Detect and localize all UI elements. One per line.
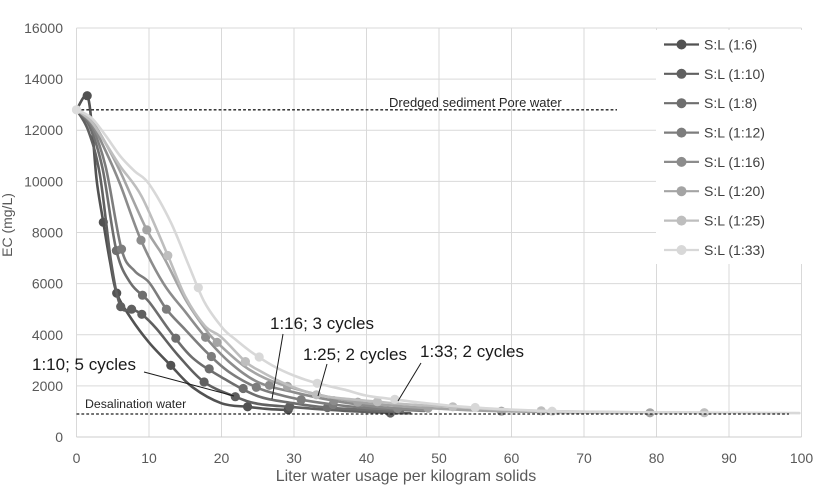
svg-text:S:L (1:20): S:L (1:20) xyxy=(704,183,765,199)
svg-text:1:25; 2 cycles: 1:25; 2 cycles xyxy=(303,345,407,364)
svg-text:S:L (1:12): S:L (1:12) xyxy=(704,125,765,141)
svg-text:S:L (1:10): S:L (1:10) xyxy=(704,66,765,82)
svg-text:60: 60 xyxy=(504,450,520,466)
svg-text:1:33; 2 cycles: 1:33; 2 cycles xyxy=(420,342,524,361)
svg-text:S:L (1:16): S:L (1:16) xyxy=(704,154,765,170)
svg-text:12000: 12000 xyxy=(24,122,63,138)
svg-text:1:16; 3 cycles: 1:16; 3 cycles xyxy=(270,314,374,333)
svg-text:20: 20 xyxy=(214,450,230,466)
svg-text:16000: 16000 xyxy=(24,20,63,36)
svg-text:80: 80 xyxy=(649,450,665,466)
svg-text:Desalination water: Desalination water xyxy=(85,397,186,411)
svg-text:6000: 6000 xyxy=(32,276,63,292)
svg-text:10000: 10000 xyxy=(24,173,63,189)
svg-text:0: 0 xyxy=(55,429,63,445)
svg-text:40: 40 xyxy=(359,450,375,466)
svg-text:0: 0 xyxy=(73,450,81,466)
svg-text:2000: 2000 xyxy=(32,378,63,394)
svg-text:50: 50 xyxy=(431,450,447,466)
svg-text:Dredged sediment Pore water: Dredged sediment Pore water xyxy=(389,95,562,110)
svg-text:S:L (1:25): S:L (1:25) xyxy=(704,213,765,229)
svg-text:100: 100 xyxy=(790,450,814,466)
svg-text:S:L (1:8): S:L (1:8) xyxy=(704,95,757,111)
svg-text:1:10; 5 cycles: 1:10; 5 cycles xyxy=(32,355,136,374)
svg-text:10: 10 xyxy=(141,450,157,466)
svg-text:70: 70 xyxy=(576,450,592,466)
svg-text:S:L (1:33): S:L (1:33) xyxy=(704,242,765,258)
svg-text:EC (mg/L): EC (mg/L) xyxy=(0,193,15,257)
svg-text:4000: 4000 xyxy=(32,327,63,343)
svg-text:Liter water usage per kilogram: Liter water usage per kilogram solids xyxy=(276,468,537,485)
svg-text:30: 30 xyxy=(286,450,302,466)
svg-text:14000: 14000 xyxy=(24,71,63,87)
svg-text:90: 90 xyxy=(721,450,737,466)
svg-text:8000: 8000 xyxy=(32,225,63,241)
svg-text:S:L (1:6): S:L (1:6) xyxy=(704,37,757,53)
